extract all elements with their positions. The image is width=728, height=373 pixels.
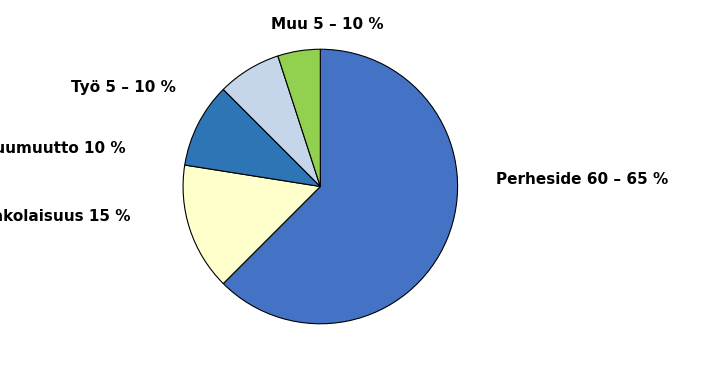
Text: Muu 5 – 10 %: Muu 5 – 10 %: [271, 17, 384, 32]
Wedge shape: [185, 90, 320, 186]
Text: Paluumuutto 10 %: Paluumuutto 10 %: [0, 141, 125, 156]
Wedge shape: [183, 165, 320, 283]
Text: Perheside 60 – 65 %: Perheside 60 – 65 %: [496, 172, 668, 187]
Text: Pakolaisuus 15 %: Pakolaisuus 15 %: [0, 209, 131, 224]
Wedge shape: [223, 56, 320, 186]
Text: Työ 5 – 10 %: Työ 5 – 10 %: [71, 80, 176, 95]
Wedge shape: [278, 49, 320, 186]
Wedge shape: [223, 49, 458, 324]
